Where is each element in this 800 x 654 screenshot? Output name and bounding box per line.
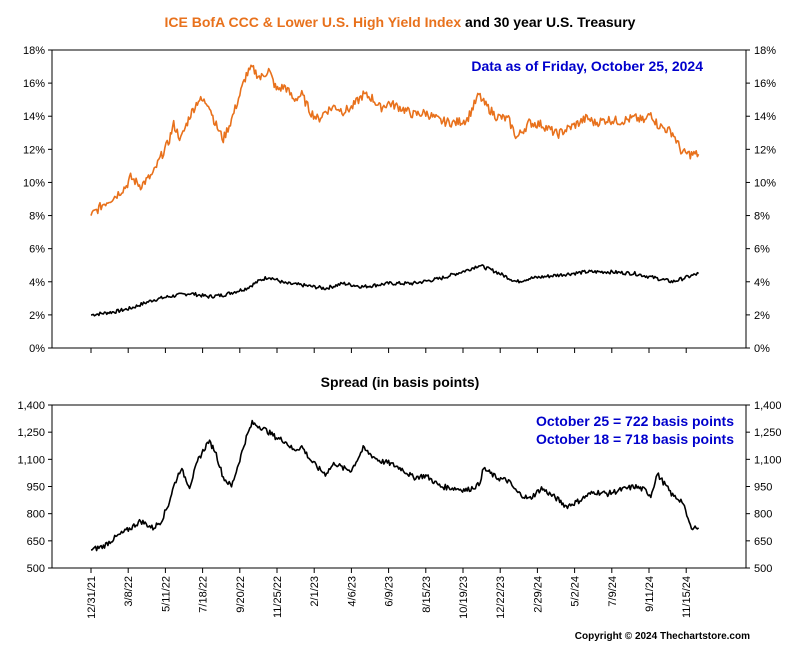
top-y-tick-label-right: 18% xyxy=(754,45,776,57)
spread-y-tick-label: 1,100 xyxy=(17,454,45,466)
spread-x-tick-label: 12/22/23 xyxy=(495,576,507,619)
chart-title-ccc: ICE BofA CCC & Lower U.S. High Yield Ind… xyxy=(165,14,462,30)
top-note: Data as of Friday, October 25, 2024 xyxy=(471,58,703,74)
spread-y-tick-label-right: 800 xyxy=(754,509,772,521)
spread-x-tick-label: 9/11/24 xyxy=(644,576,656,612)
top-y-tick-label: 16% xyxy=(23,78,45,90)
top-x-ticks xyxy=(90,348,687,353)
spread-y-tick-label: 800 xyxy=(27,509,45,521)
top-y-tick-label: 4% xyxy=(29,277,45,289)
spread-y-tick-label-right: 650 xyxy=(754,536,772,548)
spread-y-tick-label: 1,400 xyxy=(17,400,45,412)
top-y-tick-label-right: 2% xyxy=(754,310,770,322)
spread-y-tick-label: 1,250 xyxy=(17,427,45,439)
spread-x-tick-label: 6/9/23 xyxy=(384,576,396,607)
treasury-line xyxy=(90,264,700,317)
spread-x-tick-label: 11/25/22 xyxy=(272,576,284,618)
copyright: Copyright © 2024 Thechartstore.com xyxy=(575,631,750,642)
spread-y-tick-label-right: 500 xyxy=(754,563,772,575)
spread-title: Spread (in basis points) xyxy=(321,374,480,390)
spread-x-tick-label: 5/2/24 xyxy=(570,576,582,607)
spread-series-group xyxy=(90,419,700,552)
top-y-tick-label-right: 10% xyxy=(754,177,776,189)
top-y-tick-label: 18% xyxy=(23,45,45,57)
spread-x-tick-label: 7/9/24 xyxy=(607,576,619,607)
spread-y-tick-label: 950 xyxy=(27,482,45,494)
spread-y-tick-label-right: 1,250 xyxy=(754,427,782,439)
spread-line xyxy=(90,419,700,552)
spread-note-1: October 25 = 722 basis points xyxy=(536,413,734,429)
top-y-tick-label: 12% xyxy=(23,144,45,156)
top-y-tick-label-right: 8% xyxy=(754,211,770,223)
spread-y-tick-label-right: 1,400 xyxy=(754,400,782,412)
top-y-tick-label-right: 14% xyxy=(754,111,776,123)
spread-x-tick-label: 5/11/22 xyxy=(160,576,172,612)
top-y-tick-label-right: 16% xyxy=(754,78,776,90)
top-series-group xyxy=(90,64,700,317)
spread-x-tick-label: 2/29/24 xyxy=(532,576,544,613)
top-y-tick-label: 8% xyxy=(29,211,45,223)
top-y-tick-label-right: 12% xyxy=(754,144,776,156)
top-y-tick-label: 6% xyxy=(29,244,45,256)
spread-x-tick-label: 10/19/23 xyxy=(458,576,470,619)
top-y-tick-label-right: 6% xyxy=(754,244,770,256)
spread-x-tick-label: 2/1/23 xyxy=(309,576,321,607)
top-y-ticks: 0% 0% 2% 2% 4% 4% 6% 6% 8% 8% 10% 10% 12% 12% 14% 14% 16… xyxy=(23,45,776,355)
spread-x-tick-label: 9/20/22 xyxy=(235,576,247,613)
top-y-tick-label-right: 4% xyxy=(754,277,770,289)
ccc-index-line xyxy=(90,64,700,216)
spread-y-tick-label-right: 1,100 xyxy=(754,454,782,466)
spread-x-tick-label: 12/31/21 xyxy=(86,576,98,619)
spread-x-tick-label: 7/18/22 xyxy=(198,576,210,613)
top-y-tick-label: 14% xyxy=(23,111,45,123)
spread-y-ticks: 500 500 650 650 800 800 950 950 1,100 1,100 1,250 1… xyxy=(17,400,781,575)
top-y-tick-label: 0% xyxy=(29,343,45,355)
spread-x-tick-label: 8/15/23 xyxy=(421,576,433,613)
top-plot-frame xyxy=(51,49,747,349)
chart-title: ICE BofA CCC & Lower U.S. High Yield Ind… xyxy=(165,14,636,30)
spread-x-ticks: 12/31/21 3/8/22 5/11/22 7/18/22 9/20/22 11/25… xyxy=(86,568,693,619)
spread-x-tick-label: 11/15/24 xyxy=(681,576,693,618)
spread-x-tick-label: 4/6/23 xyxy=(346,576,358,607)
spread-y-tick-label: 500 xyxy=(27,563,45,575)
spread-x-tick-label: 3/8/22 xyxy=(123,576,135,607)
spread-y-tick-label-right: 950 xyxy=(754,482,772,494)
top-y-tick-label-right: 0% xyxy=(754,343,770,355)
top-y-tick-label: 2% xyxy=(29,310,45,322)
spread-y-tick-label: 650 xyxy=(27,536,45,548)
spread-note-2: October 18 = 718 basis points xyxy=(536,431,734,447)
top-y-tick-label: 10% xyxy=(23,177,45,189)
chart-title-rest: and 30 year U.S. Treasury xyxy=(465,14,636,30)
